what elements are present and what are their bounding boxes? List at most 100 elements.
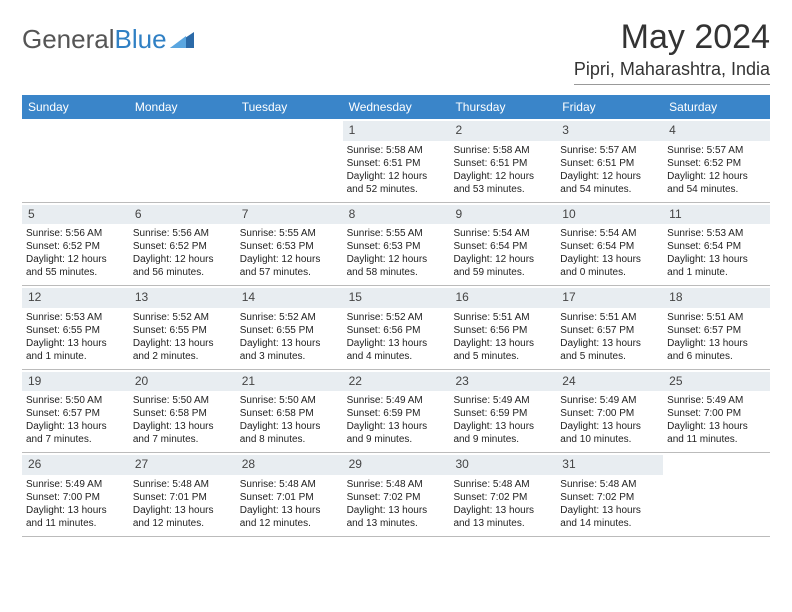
calendar-cell: 31Sunrise: 5:48 AMSunset: 7:02 PMDayligh…: [556, 453, 663, 536]
daylight-line: Daylight: 12 hours and 55 minutes.: [26, 253, 125, 279]
sunrise-line: Sunrise: 5:49 AM: [560, 394, 659, 407]
sunset-line: Sunset: 6:51 PM: [453, 157, 552, 170]
calendar-cell: 19Sunrise: 5:50 AMSunset: 6:57 PMDayligh…: [22, 370, 129, 453]
daylight-line: Daylight: 13 hours and 13 minutes.: [347, 504, 446, 530]
day-number: 27: [129, 455, 236, 475]
day-number: 15: [343, 288, 450, 308]
day-number: 25: [663, 372, 770, 392]
day-number: 12: [22, 288, 129, 308]
sunrise-line: Sunrise: 5:51 AM: [453, 311, 552, 324]
sunrise-line: Sunrise: 5:53 AM: [26, 311, 125, 324]
day-number: 5: [22, 205, 129, 225]
sunset-line: Sunset: 6:59 PM: [453, 407, 552, 420]
day-number: 21: [236, 372, 343, 392]
day-number: 11: [663, 205, 770, 225]
daylight-line: Daylight: 13 hours and 12 minutes.: [240, 504, 339, 530]
daylight-line: Daylight: 13 hours and 13 minutes.: [453, 504, 552, 530]
calendar-row: 12 Sunrise: 5:53 AM Sunset: 6:55 PM Dayligh…: [22, 286, 770, 370]
sunset-line: Sunset: 6:51 PM: [347, 157, 446, 170]
daylight-line: Daylight: 13 hours and 11 minutes.: [667, 420, 766, 446]
sunrise-line: Sunrise: 5:58 AM: [347, 144, 446, 157]
sunset-line: Sunset: 6:53 PM: [347, 240, 446, 253]
daylight-line: Daylight: 13 hours and 1 minute.: [26, 337, 125, 363]
sunrise-line: Sunrise: 5:53 AM: [667, 227, 766, 240]
calendar-body: 1Sunrise: 5:58 AMSunset: 6:51 PMDaylight…: [22, 119, 770, 537]
sunset-line: Sunset: 7:01 PM: [240, 491, 339, 504]
logo-triangle-icon: [170, 24, 194, 55]
daylight-line: Daylight: 13 hours and 9 minutes.: [347, 420, 446, 446]
logo-text-blue: Blue: [115, 24, 167, 55]
sunset-line: Sunset: 6:55 PM: [133, 324, 232, 337]
calendar-row: 5Sunrise: 5:56 AMSunset: 6:52 PMDaylight…: [22, 203, 770, 287]
calendar-cell: 1Sunrise: 5:58 AMSunset: 6:51 PMDaylight…: [343, 119, 450, 202]
daylight-line: Daylight: 12 hours and 52 minutes.: [347, 170, 446, 196]
calendar-cell: 7Sunrise: 5:55 AMSunset: 6:53 PMDaylight…: [236, 203, 343, 286]
sunset-line: Sunset: 7:02 PM: [453, 491, 552, 504]
calendar-cell: [663, 453, 770, 536]
daylight-line: Daylight: 13 hours and 4 minutes.: [347, 337, 446, 363]
calendar-cell: [22, 119, 129, 202]
calendar-cell: 6Sunrise: 5:56 AMSunset: 6:52 PMDaylight…: [129, 203, 236, 286]
daylight-line: Daylight: 12 hours and 59 minutes.: [453, 253, 552, 279]
day-number: 29: [343, 455, 450, 475]
sunrise-line: Sunrise: 5:54 AM: [560, 227, 659, 240]
calendar-cell: 25Sunrise: 5:49 AMSunset: 7:00 PMDayligh…: [663, 370, 770, 453]
calendar-cell: 3Sunrise: 5:57 AMSunset: 6:51 PMDaylight…: [556, 119, 663, 202]
calendar-cell: [236, 119, 343, 202]
sunrise-line: Sunrise: 5:50 AM: [133, 394, 232, 407]
day-number: 13: [129, 288, 236, 308]
sunrise-line: Sunrise: 5:48 AM: [347, 478, 446, 491]
calendar-cell: 23Sunrise: 5:49 AMSunset: 6:59 PMDayligh…: [449, 370, 556, 453]
dayhead-monday: Monday: [129, 95, 236, 119]
sunrise-line: Sunrise: 5:52 AM: [240, 311, 339, 324]
logo-text-gray: General: [22, 24, 115, 55]
sunrise-line: Sunrise: 5:49 AM: [347, 394, 446, 407]
calendar-cell: 14Sunrise: 5:52 AMSunset: 6:55 PMDayligh…: [236, 286, 343, 369]
sunset-line: Sunset: 6:57 PM: [560, 324, 659, 337]
calendar-cell: 4Sunrise: 5:57 AMSunset: 6:52 PMDaylight…: [663, 119, 770, 202]
daylight-line: Daylight: 13 hours and 9 minutes.: [453, 420, 552, 446]
sunrise-line: Sunrise: 5:58 AM: [453, 144, 552, 157]
daylight-line: Daylight: 13 hours and 5 minutes.: [560, 337, 659, 363]
dayhead-wednesday: Wednesday: [343, 95, 450, 119]
daylight-line: Daylight: 13 hours and 6 minutes.: [667, 337, 766, 363]
calendar-cell: 5Sunrise: 5:56 AMSunset: 6:52 PMDaylight…: [22, 203, 129, 286]
daylight-line: Daylight: 12 hours and 56 minutes.: [133, 253, 232, 279]
sunrise-line: Sunrise: 5:50 AM: [26, 394, 125, 407]
sunset-line: Sunset: 6:58 PM: [133, 407, 232, 420]
calendar-cell: 12Sunrise: 5:53 AMSunset: 6:55 PMDayligh…: [22, 286, 129, 369]
daylight-line: Daylight: 13 hours and 7 minutes.: [133, 420, 232, 446]
calendar-cell: 15Sunrise: 5:52 AMSunset: 6:56 PMDayligh…: [343, 286, 450, 369]
calendar-day-header: Sunday Monday Tuesday Wednesday Thursday…: [22, 95, 770, 119]
sunset-line: Sunset: 7:00 PM: [560, 407, 659, 420]
calendar-row: 1Sunrise: 5:58 AMSunset: 6:51 PMDaylight…: [22, 119, 770, 203]
daylight-line: Daylight: 13 hours and 10 minutes.: [560, 420, 659, 446]
sunrise-line: Sunrise: 5:51 AM: [667, 311, 766, 324]
day-number: 20: [129, 372, 236, 392]
month-title: May 2024: [574, 18, 770, 57]
calendar-cell: 26Sunrise: 5:49 AMSunset: 7:00 PMDayligh…: [22, 453, 129, 536]
sunrise-line: Sunrise: 5:48 AM: [453, 478, 552, 491]
day-number: 31: [556, 455, 663, 475]
sunrise-line: Sunrise: 5:57 AM: [667, 144, 766, 157]
calendar-cell: 17 Sunrise: 5:51 AMSunset: 6:57 PMDayligh…: [556, 286, 663, 369]
daylight-line: Daylight: 12 hours and 53 minutes.: [453, 170, 552, 196]
calendar-row: 19Sunrise: 5:50 AMSunset: 6:57 PMDayligh…: [22, 370, 770, 454]
daylight-line: Daylight: 13 hours and 12 minutes.: [133, 504, 232, 530]
day-number: 7: [236, 205, 343, 225]
daylight-line: Daylight: 13 hours and 14 minutes.: [560, 504, 659, 530]
daylight-line: Daylight: 13 hours and 11 minutes.: [26, 504, 125, 530]
daylight-line: Daylight: 12 hours and 54 minutes.: [667, 170, 766, 196]
sunrise-line: Sunrise: 5:49 AM: [453, 394, 552, 407]
sunrise-line: Sunrise: 5:48 AM: [240, 478, 339, 491]
daylight-line: Daylight: 13 hours and 1 minute.: [667, 253, 766, 279]
sunrise-line: Sunrise: 5:54 AM: [453, 227, 552, 240]
sunset-line: Sunset: 6:59 PM: [347, 407, 446, 420]
location-subtitle: Pipri, Maharashtra, India: [574, 59, 770, 85]
sunset-line: Sunset: 7:00 PM: [26, 491, 125, 504]
sunrise-line: Sunrise: 5:51 AM: [560, 311, 659, 324]
title-block: May 2024 Pipri, Maharashtra, India: [574, 18, 770, 85]
sunset-line: Sunset: 7:02 PM: [347, 491, 446, 504]
calendar-cell: 10Sunrise: 5:54 AMSunset: 6:54 PMDayligh…: [556, 203, 663, 286]
day-number: 17: [556, 288, 663, 308]
